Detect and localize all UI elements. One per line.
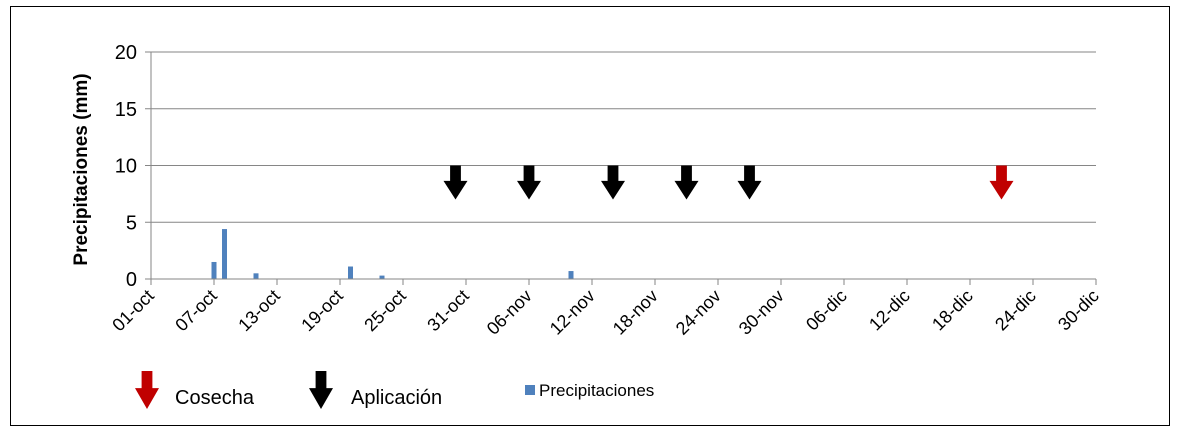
x-axis-ticks: 01-oct 07-oct 13-oct 19-oct 25-oct 31-oct 06-n… <box>108 279 1103 339</box>
precipitation-bar <box>211 261 217 279</box>
precipitation-bar <box>568 271 574 279</box>
x-tick-label: 24-dic <box>991 286 1040 335</box>
precipitaciones-swatch <box>525 385 535 395</box>
legend-item-precipitaciones: Precipitaciones <box>525 381 654 400</box>
aplicacion-arrow <box>517 165 541 200</box>
x-tick-label: 30-nov <box>735 286 788 339</box>
precipitation-bar <box>379 275 385 279</box>
x-tick-label: 06-nov <box>483 286 536 339</box>
aplicacion-arrow <box>674 165 699 200</box>
aplicacion-arrow-icon <box>309 371 333 409</box>
x-tick-label: 30-dic <box>1054 286 1103 335</box>
x-tick-label: 07-oct <box>171 286 221 336</box>
aplicacion-arrow <box>601 165 625 200</box>
y-tick-label: 20 <box>115 42 137 64</box>
precipitation-bar <box>222 229 227 279</box>
cosecha-arrow-icon <box>135 371 159 409</box>
y-tick-label: 5 <box>126 212 137 234</box>
x-tick-label: 01-oct <box>108 286 158 336</box>
x-tick-label: 06-dic <box>802 286 851 335</box>
cosecha-arrow <box>989 165 1014 200</box>
y-tick-label: 0 <box>126 269 137 291</box>
chart-frame: 0 5 10 15 20 01-oct 07-oct 13-oct 19-oct 25-oct 3… <box>10 6 1170 426</box>
precipitation-bar <box>348 266 353 279</box>
y-axis-label: Precipitaciones (mm) <box>71 73 92 265</box>
y-tick-label: 10 <box>115 156 137 178</box>
axes <box>150 52 1096 280</box>
x-tick-label: 25-oct <box>360 286 410 336</box>
legend-label-aplicacion: Aplicación <box>351 387 442 409</box>
x-tick-label: 13-oct <box>234 286 284 336</box>
legend-label-cosecha: Cosecha <box>175 387 255 409</box>
x-tick-label: 18-dic <box>928 286 977 335</box>
y-tick-label: 15 <box>115 99 137 121</box>
legend-item-cosecha: Cosecha <box>135 371 255 409</box>
event-arrows <box>443 165 1014 200</box>
x-tick-label: 12-dic <box>865 286 914 335</box>
precipitation-bar <box>253 273 259 279</box>
x-tick-label: 12-nov <box>546 286 599 339</box>
aplicacion-arrow <box>737 165 762 200</box>
aplicacion-arrow <box>443 165 468 200</box>
legend-item-aplicacion: Aplicación <box>309 371 442 409</box>
x-tick-label: 18-nov <box>609 286 662 339</box>
legend-label-precipitaciones: Precipitaciones <box>539 381 654 400</box>
x-tick-label: 24-nov <box>672 286 725 339</box>
x-tick-label: 31-oct <box>423 286 473 336</box>
y-axis-ticks: 0 5 10 15 20 <box>115 42 151 291</box>
precipitation-chart: 0 5 10 15 20 01-oct 07-oct 13-oct 19-oct 25-oct 3… <box>71 42 1103 409</box>
legend: Cosecha Aplicación Precipitaciones <box>135 371 654 409</box>
x-tick-label: 19-oct <box>297 286 347 336</box>
precipitation-bars <box>211 229 574 279</box>
gridlines <box>151 51 1096 223</box>
